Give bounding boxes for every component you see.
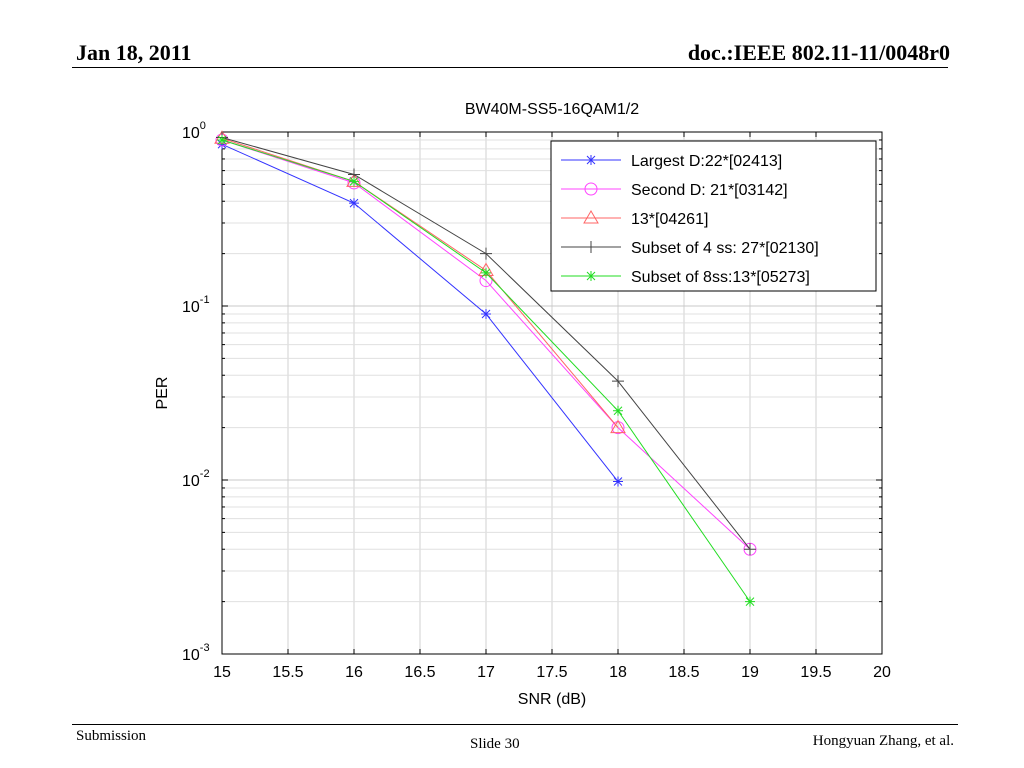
marker-star: [217, 134, 227, 145]
marker-circle: [584, 182, 598, 196]
marker-star: [745, 596, 755, 607]
header-divider: [72, 67, 948, 68]
marker-star: [586, 155, 596, 165]
x-tick-label: 19.5: [800, 664, 831, 681]
x-tick-label: 20: [873, 664, 891, 681]
document-id: doc.:IEEE 802.11-11/0048r0: [687, 40, 950, 65]
footer-slide-number: Slide 30: [470, 736, 520, 752]
marker-plus: [585, 241, 597, 253]
marker-star: [481, 308, 491, 319]
y-axis-label: PER: [154, 377, 171, 410]
y-tick-base: 10: [182, 473, 200, 490]
x-tick-label: 18.5: [668, 664, 699, 681]
y-tick-label: 100: [182, 120, 206, 142]
y-tick-label: 10-3: [182, 642, 210, 664]
marker-triangle: [610, 419, 626, 434]
x-tick-label: 17.5: [536, 664, 567, 681]
footer-divider: [72, 724, 958, 725]
y-tick-label: 10-2: [182, 468, 210, 490]
x-tick-label: 18: [609, 664, 627, 681]
footer-author: Hongyuan Zhang, et al.: [812, 733, 954, 749]
y-tick-exponent: -2: [200, 468, 210, 480]
marker-plus: [744, 543, 756, 556]
y-tick-exponent: -3: [200, 642, 210, 654]
legend-label: Subset of 4 ss: 27*[02130]: [631, 240, 819, 257]
y-tick-base: 10: [182, 299, 200, 316]
x-tick-label: 17: [477, 664, 495, 681]
y-tick-base: 10: [182, 647, 200, 664]
series-line: [221, 137, 619, 428]
x-tick-label: 15.5: [272, 664, 303, 681]
marker-star: [613, 476, 623, 487]
legend: Largest D:22*[02413] Second D: 21*[03142]…: [550, 140, 877, 292]
marker-circle: [611, 421, 625, 435]
y-tick-label: 10-1: [182, 294, 210, 316]
x-tick-label: 16.5: [404, 664, 435, 681]
series-layer: [214, 130, 757, 607]
marker-star: [586, 271, 596, 281]
y-tick-base: 10: [182, 125, 200, 142]
marker-star: [481, 267, 491, 278]
chart-title: BW40M-SS5-16QAM1/2: [465, 101, 639, 118]
marker-triangle: [583, 210, 599, 224]
x-tick-label: 19: [741, 664, 759, 681]
legend-label: Largest D:22*[02413]: [631, 153, 782, 170]
footer-submission: Submission: [76, 728, 147, 744]
series-line: [221, 143, 619, 482]
legend-label: Second D: 21*[03142]: [631, 182, 788, 199]
x-tick-label: 15: [213, 664, 231, 681]
legend-box: [550, 140, 877, 292]
marker-plus: [480, 247, 492, 260]
x-axis-label: SNR (dB): [518, 691, 586, 708]
marker-star: [349, 176, 359, 187]
y-tick-exponent: 0: [200, 120, 206, 132]
marker-star: [613, 405, 623, 416]
marker-plus: [612, 375, 624, 388]
legend-label: Subset of 8ss:13*[05273]: [631, 269, 810, 286]
series-line: [221, 139, 751, 550]
slide-date: Jan 18, 2011: [76, 40, 192, 65]
marker-star: [349, 198, 359, 209]
series-group: [216, 131, 756, 556]
series-group: [217, 134, 755, 607]
x-tick-label: 16: [345, 664, 363, 681]
y-tick-exponent: -1: [200, 294, 210, 306]
x-tick-labels: 15 15.5 16 16.5 17 17.5 18 18.5 19 19.5 20: [213, 664, 891, 681]
legend-label: 13*[04261]: [631, 211, 708, 228]
